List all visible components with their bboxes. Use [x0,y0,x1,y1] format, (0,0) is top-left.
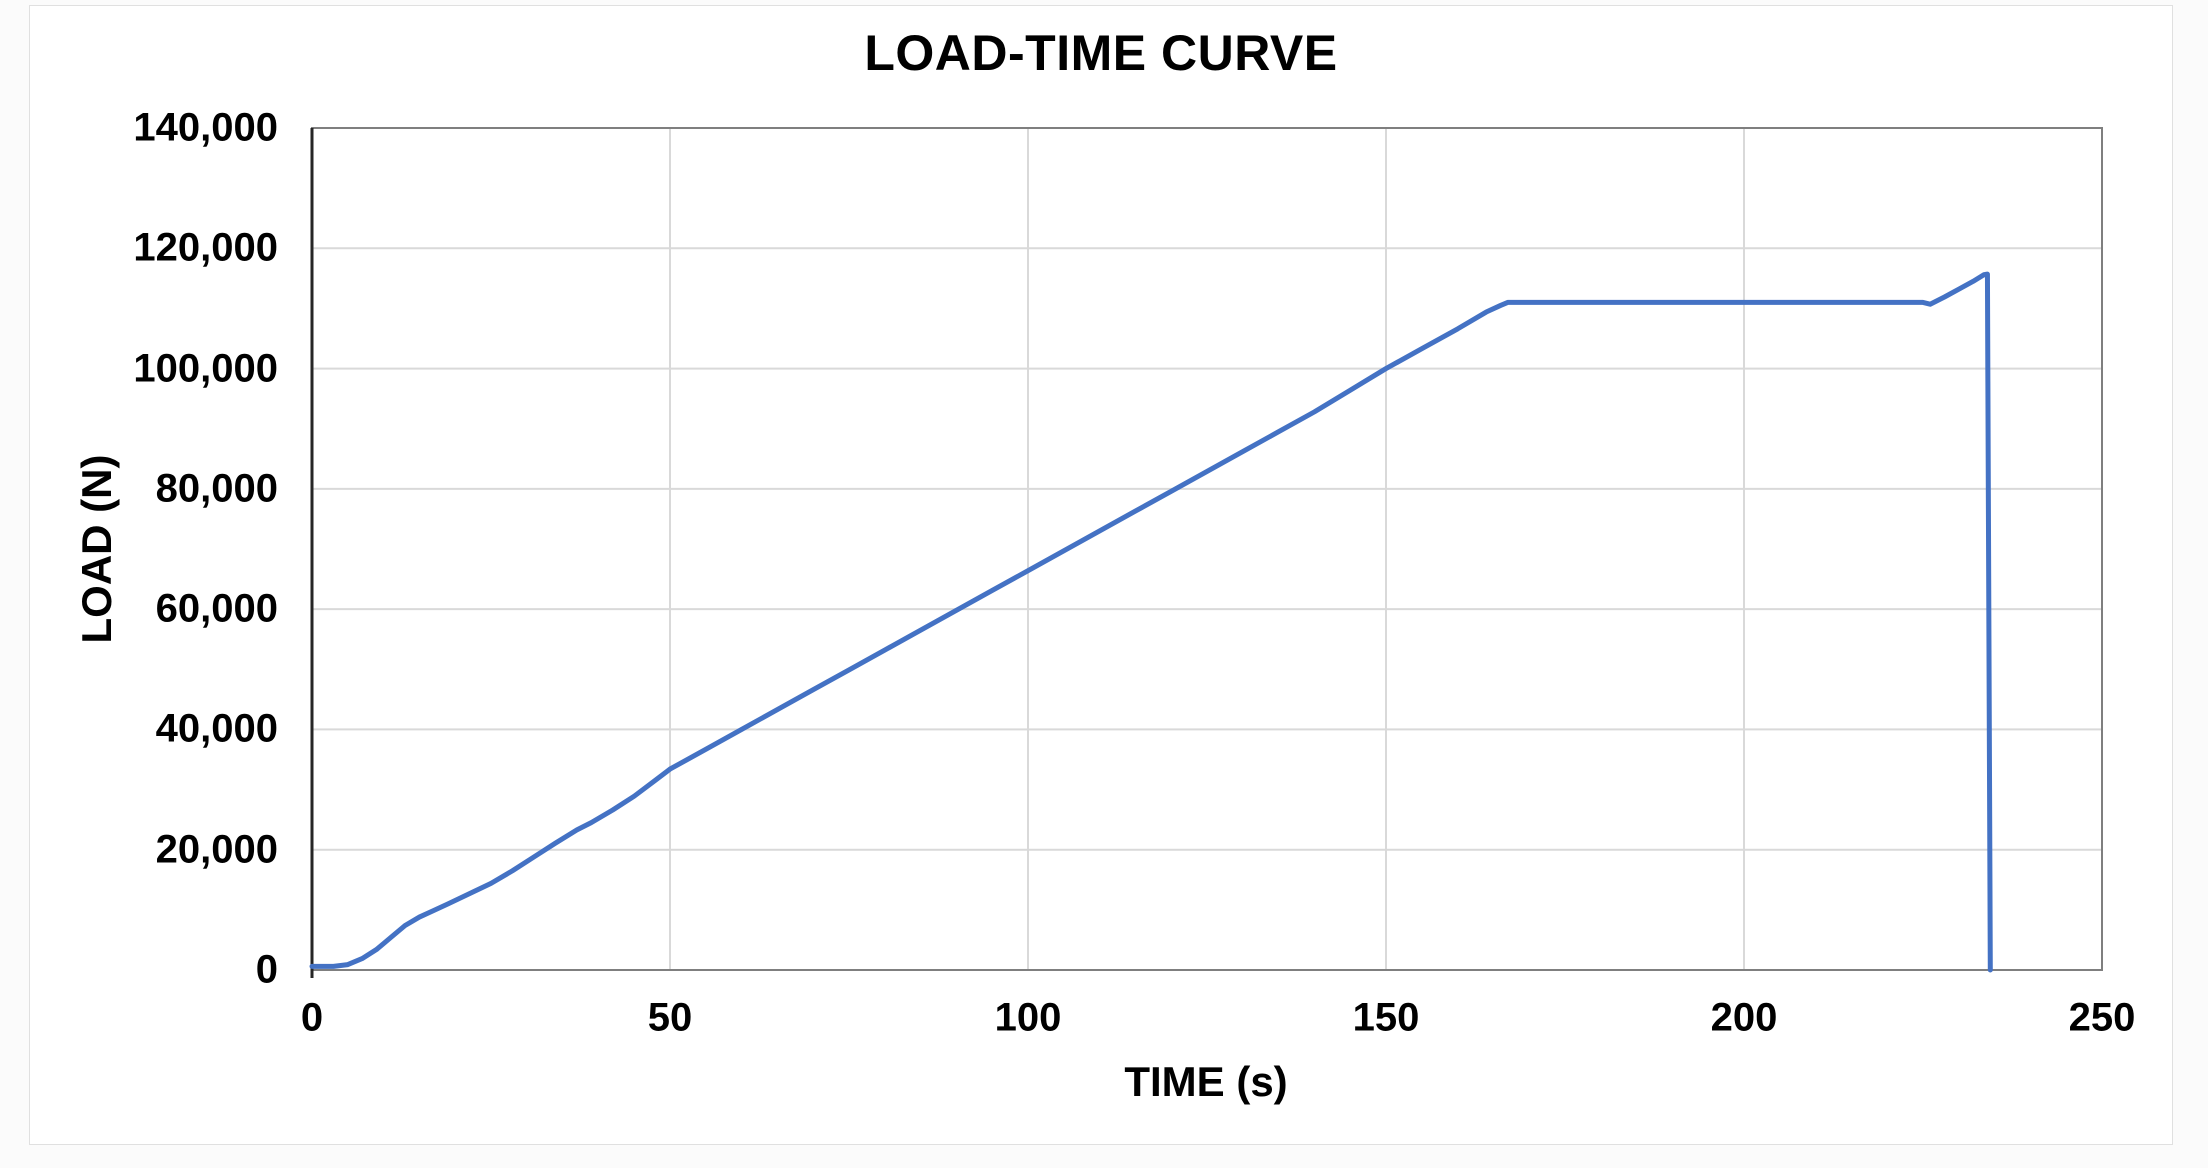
chart-title: LOAD-TIME CURVE [864,25,1338,81]
x-tick-label: 50 [647,995,693,1040]
plot-border [311,127,2103,971]
x-axis-title: TIME (s) [1124,1058,1288,1105]
y-tick-label: 120,000 [133,225,278,270]
y-tick-label: 20,000 [155,827,278,872]
x-tick-label: 250 [2068,995,2136,1040]
x-tick-label: 100 [994,995,1062,1040]
load-series-line [309,271,1993,973]
y-tick-label: 0 [255,947,278,992]
x-tick-label: 150 [1352,995,1420,1040]
y-tick-label: 80,000 [155,466,278,511]
x-tick-label: 200 [1710,995,1778,1040]
y-tick-label: 140,000 [133,105,278,150]
x-tick-label: 0 [300,995,324,1040]
y-tick-label: 40,000 [155,706,278,751]
gridlines [312,127,2103,970]
y-tick-label: 100,000 [133,346,278,391]
chart-frame [29,5,2173,1145]
y-tick-label: 60,000 [155,586,278,631]
